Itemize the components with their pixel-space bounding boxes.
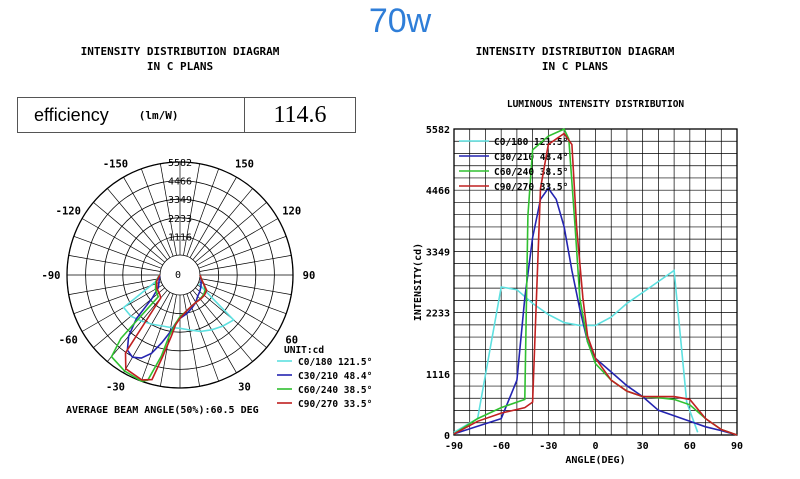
polar-spoke <box>73 281 162 314</box>
polar-spoke <box>81 218 163 266</box>
polar-unit-label: UNIT:cd <box>284 345 324 356</box>
efficiency-label-cell: efficiency (lm/W) <box>18 98 245 132</box>
polar-angle-label: 90 <box>303 270 316 282</box>
x-tick-label: -60 <box>492 441 510 452</box>
x-tick-label: 90 <box>731 441 743 452</box>
polar-radial-tick-label: 4466 <box>168 177 192 188</box>
polar-angle-label: -150 <box>103 158 128 170</box>
line-legend-entry: C0/180 121.5° <box>494 137 568 148</box>
polar-spoke <box>141 293 174 382</box>
line-chart-title: LUMINOUS INTENSITY DISTRIBUTION <box>507 99 685 110</box>
x-tick-label: 60 <box>684 441 696 452</box>
polar-angle-label: -90 <box>42 270 61 282</box>
polar-angle-label: 60 <box>285 335 298 347</box>
polar-spoke <box>73 236 162 269</box>
polar-spoke <box>186 168 219 257</box>
polar-grid <box>66 161 294 389</box>
polar-spoke <box>199 255 292 272</box>
polar-radial-tick-label: 2233 <box>168 214 192 225</box>
x-tick-label: 30 <box>637 441 649 452</box>
polar-spoke <box>192 188 253 260</box>
efficiency-unit: (lm/W) <box>138 108 179 122</box>
polar-spoke <box>160 294 177 387</box>
polar-spoke <box>68 278 161 295</box>
polar-radial-tick-label: 1116 <box>168 232 192 243</box>
y-tick-label: 1116 <box>426 370 450 381</box>
polar-radial-tick-label: 5582 <box>168 158 192 169</box>
luminous-intensity-line-chart: LUMINOUS INTENSITY DISTRIBUTION -90 -60 -30… <box>413 99 743 466</box>
polar-spoke <box>199 278 292 295</box>
polar-center-label: 0 <box>175 270 181 281</box>
polar-series-curve <box>122 274 235 333</box>
line-legend-entry: C30/210 48.4° <box>494 152 568 163</box>
polar-spoke <box>198 236 287 269</box>
y-tick-label: 2233 <box>426 309 450 320</box>
efficiency-value: 114.6 <box>273 101 327 128</box>
polar-legend-entry: C0/180 121.5° <box>298 357 372 368</box>
polar-spoke <box>195 202 267 263</box>
polar-radial-tick-label: 3349 <box>168 195 192 206</box>
line-chart-frame <box>453 128 738 436</box>
polar-spoke <box>141 168 174 257</box>
polar-spoke <box>93 202 165 263</box>
page-title: 70w <box>368 2 432 40</box>
right-heading-line1: INTENSITY DISTRIBUTION DIAGRAM <box>475 45 675 58</box>
polar-spoke <box>198 281 287 314</box>
x-tick-label: 0 <box>592 441 598 452</box>
y-tick-label: 3349 <box>426 247 450 258</box>
y-tick-label: 5582 <box>426 125 450 136</box>
y-axis-label: INTENSITY(cd) <box>413 243 424 321</box>
polar-series-curve <box>110 274 207 383</box>
x-tick-label: -30 <box>539 441 557 452</box>
polar-angle-label: 120 <box>282 206 301 218</box>
polar-spoke <box>189 292 237 374</box>
polar-spoke <box>81 284 163 332</box>
y-tick-label: 0 <box>444 431 450 442</box>
polar-angle-label: -120 <box>56 206 81 218</box>
polar-legend-entry: C90/270 33.5° <box>298 399 372 410</box>
polar-spoke <box>183 163 200 256</box>
polar-spoke <box>160 163 177 256</box>
polar-intensity-chart: 1116 2233 3349 4466 5582 0 -150 150 -120 120 -90 90… <box>42 158 373 416</box>
polar-angle-label: 30 <box>238 382 251 394</box>
left-heading-line1: INTENSITY DISTRIBUTION DIAGRAM <box>80 45 280 58</box>
left-heading-line2: IN C PLANS <box>146 60 214 73</box>
left-diagram-heading: INTENSITY DISTRIBUTION DIAGRAM IN C PLAN… <box>30 44 330 74</box>
polar-angle-label: -60 <box>59 335 78 347</box>
x-tick-label: -90 <box>445 441 463 452</box>
line-series <box>453 128 738 436</box>
polar-legend-entry: C60/240 38.5° <box>298 385 372 396</box>
polar-spoke <box>123 292 171 374</box>
polar-angle-label: 150 <box>235 158 254 170</box>
polar-spoke <box>183 294 200 387</box>
x-axis-label: ANGLE(DEG) <box>565 455 625 466</box>
line-series <box>453 132 738 436</box>
polar-angle-label: -30 <box>106 382 125 394</box>
polar-spoke <box>197 284 279 332</box>
efficiency-label: efficiency <box>34 104 109 125</box>
right-diagram-heading: INTENSITY DISTRIBUTION DIAGRAM IN C PLAN… <box>430 44 720 74</box>
line-series <box>453 269 699 433</box>
beam-angle-note: AVERAGE BEAM ANGLE(50%):60.5 DEG <box>66 405 259 416</box>
polar-spoke <box>107 188 168 260</box>
polar-spoke <box>68 255 161 272</box>
line-legend-entry: C90/270 33.5° <box>494 182 568 193</box>
efficiency-table: efficiency (lm/W) 114.6 <box>17 97 356 133</box>
polar-series-curve <box>124 274 208 381</box>
y-tick-label: 4466 <box>426 186 450 197</box>
line-legend-entry: C60/240 38.5° <box>494 167 568 178</box>
polar-spoke <box>123 176 171 258</box>
polar-legend-entry: C30/210 48.4° <box>298 371 372 382</box>
polar-spoke <box>197 218 279 266</box>
right-heading-line2: IN C PLANS <box>541 60 609 73</box>
line-series <box>453 186 738 436</box>
polar-spoke <box>189 176 237 258</box>
